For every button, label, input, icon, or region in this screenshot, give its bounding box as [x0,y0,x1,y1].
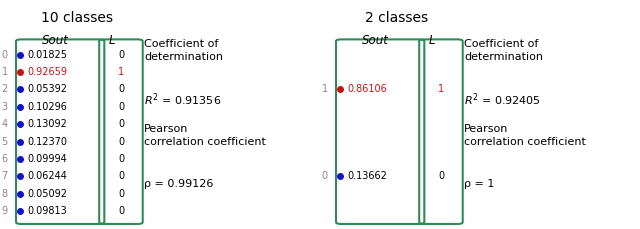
Text: Pearson
correlation coefficient: Pearson correlation coefficient [464,124,586,147]
Text: 1: 1 [321,84,328,94]
Text: 0: 0 [118,102,124,112]
Text: 0.06244: 0.06244 [28,171,67,181]
Text: L: L [429,34,435,47]
Text: 2: 2 [1,84,8,94]
Text: 7: 7 [1,171,8,181]
Text: 1: 1 [1,67,8,77]
Text: 8: 8 [1,189,8,199]
Text: 5: 5 [1,136,8,147]
Text: 0: 0 [118,206,124,216]
Text: Coefficient of
determination: Coefficient of determination [144,39,223,62]
Text: 0.10296: 0.10296 [28,102,67,112]
Text: ρ = 1: ρ = 1 [464,179,494,189]
Text: 10 classes: 10 classes [41,11,113,25]
Text: Sout: Sout [42,34,69,47]
Text: 0: 0 [118,84,124,94]
Text: 0.09994: 0.09994 [28,154,67,164]
Text: 0.13662: 0.13662 [348,171,387,181]
Text: 0: 0 [118,119,124,129]
Text: 0.09813: 0.09813 [28,206,67,216]
Text: L: L [109,34,115,47]
Text: 0.12370: 0.12370 [28,136,68,147]
Text: 0.05392: 0.05392 [28,84,68,94]
Text: 0: 0 [321,171,328,181]
Text: 9: 9 [1,206,8,216]
Text: 0.86106: 0.86106 [348,84,387,94]
Text: 3: 3 [1,102,8,112]
Text: 0.05092: 0.05092 [28,189,68,199]
Text: Pearson
correlation coefficient: Pearson correlation coefficient [144,124,266,147]
Text: 0.01825: 0.01825 [28,49,68,60]
Text: 0: 0 [118,49,124,60]
Text: 2 classes: 2 classes [365,11,428,25]
Text: 0: 0 [118,189,124,199]
Text: 1: 1 [438,84,444,94]
Text: 0: 0 [1,49,8,60]
Text: 0: 0 [438,171,444,181]
Text: $R^2$ = 0.92405: $R^2$ = 0.92405 [464,92,541,108]
Text: ρ = 0.99126: ρ = 0.99126 [144,179,213,189]
Text: Sout: Sout [362,34,389,47]
Text: 6: 6 [1,154,8,164]
Text: 0.13092: 0.13092 [28,119,67,129]
Text: 1: 1 [118,67,124,77]
Text: 4: 4 [1,119,8,129]
Text: 0: 0 [118,171,124,181]
Text: $R^2$ = 0.91356: $R^2$ = 0.91356 [144,92,221,108]
Text: 0: 0 [118,154,124,164]
Text: 0: 0 [118,136,124,147]
Text: 0.92659: 0.92659 [28,67,68,77]
Text: Coefficient of
determination: Coefficient of determination [464,39,543,62]
